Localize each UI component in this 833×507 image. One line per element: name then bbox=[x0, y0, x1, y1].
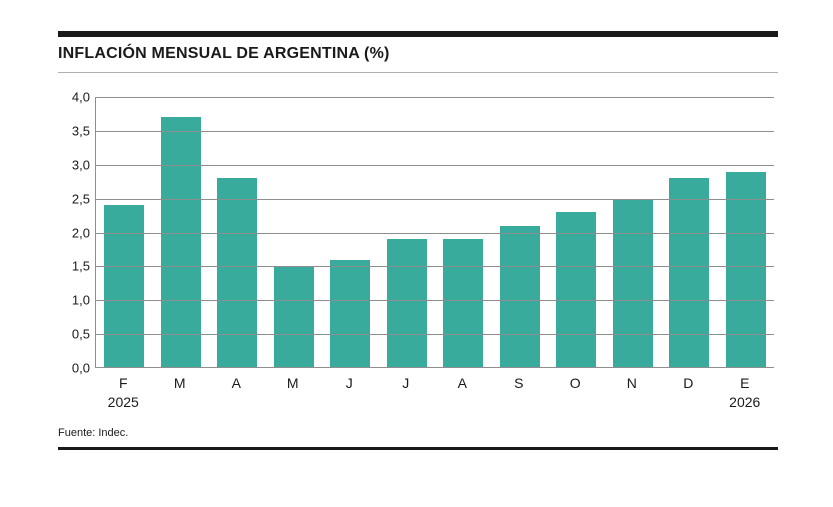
year-label bbox=[378, 394, 435, 410]
gridline bbox=[96, 266, 774, 268]
bar-slot bbox=[661, 97, 718, 368]
bar-slot bbox=[322, 97, 379, 368]
gridline bbox=[96, 367, 774, 368]
bar-chart: 4,0 3,5 3,0 2,5 2,0 1,5 1,0 0,5 0,0 bbox=[58, 91, 778, 375]
source-note: Fuente: Indec. bbox=[58, 427, 129, 439]
year-label bbox=[321, 394, 378, 410]
x-axis-label: M bbox=[173, 375, 186, 391]
y-axis-tick-label: 1,5 bbox=[71, 258, 90, 274]
x-axis-label: J bbox=[345, 375, 353, 391]
year-label: 2026 bbox=[729, 394, 761, 410]
top-rule bbox=[58, 31, 778, 37]
y-axis: 4,0 3,5 3,0 2,5 2,0 1,5 1,0 0,5 0,0 bbox=[58, 91, 90, 375]
x-axis-years: 2025 2026 bbox=[95, 394, 773, 410]
year-label bbox=[152, 394, 209, 410]
bar-slot bbox=[435, 97, 492, 368]
y-axis-tick-label: 4,0 bbox=[71, 89, 90, 105]
bar-slot bbox=[548, 97, 605, 368]
y-axis-tick-label: 0,5 bbox=[71, 326, 90, 342]
bar bbox=[499, 225, 540, 368]
chart-title: INFLACIÓN MENSUAL DE ARGENTINA (%) bbox=[58, 45, 390, 62]
bar-slot bbox=[153, 97, 210, 368]
plot-area bbox=[95, 97, 774, 368]
x-axis-label: E bbox=[740, 375, 750, 391]
gridline bbox=[96, 232, 774, 234]
bar-slot bbox=[379, 97, 436, 368]
title-divider bbox=[58, 72, 778, 73]
x-axis-label: A bbox=[231, 375, 241, 391]
gridline bbox=[96, 164, 774, 166]
y-axis-tick-label: 2,5 bbox=[71, 191, 90, 207]
x-axis-label: J bbox=[402, 375, 410, 391]
gridline bbox=[96, 300, 774, 302]
bar bbox=[443, 239, 484, 368]
gridline bbox=[96, 130, 774, 132]
bar-slot bbox=[718, 97, 775, 368]
gridline bbox=[96, 198, 774, 200]
bar bbox=[330, 259, 371, 368]
year-label bbox=[434, 394, 491, 410]
x-axis-label: A bbox=[457, 375, 467, 391]
bar bbox=[217, 178, 258, 368]
bar bbox=[386, 239, 427, 368]
year-label bbox=[604, 394, 661, 410]
year-label: 2025 bbox=[107, 394, 139, 410]
bars-container bbox=[96, 97, 774, 368]
y-axis-tick-label: 2,0 bbox=[71, 225, 90, 240]
bar-slot bbox=[266, 97, 323, 368]
y-axis-tick-label: 3,0 bbox=[71, 157, 90, 173]
x-axis-label: M bbox=[286, 375, 299, 391]
year-label bbox=[491, 394, 548, 410]
x-axis-label: S bbox=[514, 375, 524, 391]
bar bbox=[104, 205, 145, 368]
gridline bbox=[96, 97, 774, 98]
x-axis-label: O bbox=[569, 375, 581, 391]
x-axis-label: F bbox=[118, 375, 128, 391]
bar bbox=[556, 212, 597, 368]
chart-card: INFLACIÓN MENSUAL DE ARGENTINA (%) 4,0 3,… bbox=[58, 31, 778, 450]
bar-slot bbox=[605, 97, 662, 368]
bar-slot bbox=[492, 97, 549, 368]
gridline bbox=[96, 334, 774, 336]
y-axis-tick-label: 3,5 bbox=[71, 123, 90, 139]
bar bbox=[160, 117, 201, 368]
x-axis-label: N bbox=[626, 375, 637, 391]
bar bbox=[725, 171, 766, 368]
year-label bbox=[660, 394, 717, 410]
bar bbox=[669, 178, 710, 368]
year-label bbox=[265, 394, 322, 410]
bottom-rule bbox=[58, 447, 778, 450]
bar bbox=[612, 198, 653, 368]
y-axis-tick-label: 0,0 bbox=[71, 360, 90, 376]
bar-slot bbox=[209, 97, 266, 368]
year-label bbox=[208, 394, 265, 410]
year-label bbox=[547, 394, 604, 410]
y-axis-tick-label: 1,0 bbox=[71, 292, 90, 308]
x-axis-label: D bbox=[683, 375, 694, 391]
bar bbox=[273, 266, 314, 368]
